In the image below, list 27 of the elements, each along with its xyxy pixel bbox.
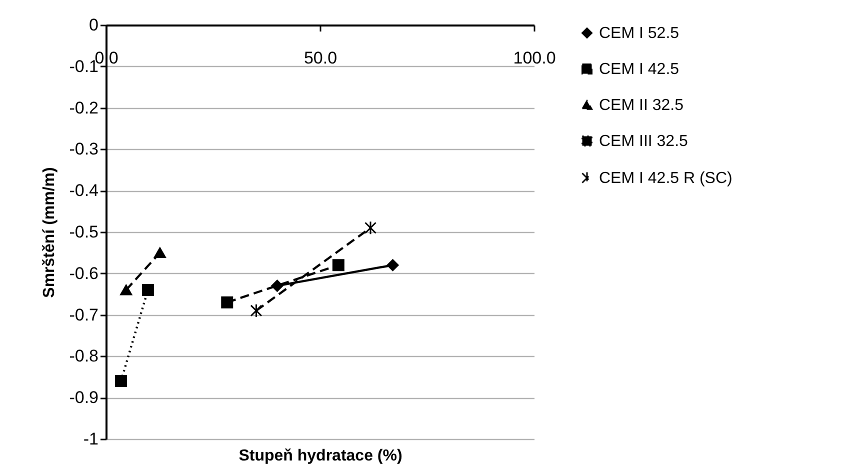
point [250, 304, 262, 318]
y-tick-label: -0.8 [69, 346, 98, 366]
point [332, 259, 344, 272]
legend-label: CEM I 42.5 R (SC) [599, 170, 732, 187]
x-tick-label: 100.0 [513, 48, 556, 68]
y-tick-label: -0.2 [69, 98, 98, 118]
y-tick-label: -0.9 [69, 388, 98, 408]
y-tick-label: -1 [83, 430, 98, 448]
y-tick-label: -0.4 [69, 181, 98, 200]
point [114, 375, 127, 388]
point [271, 280, 284, 292]
y-tick-label: -0.3 [69, 140, 98, 159]
y-tick-label: -0.6 [69, 264, 98, 283]
point [221, 296, 234, 308]
point [364, 220, 376, 235]
y-axis-title: Smrštění (mm/m) [41, 167, 58, 298]
x-tick-label: 50.0 [304, 48, 338, 68]
legend-label: CEM I 42.5 [599, 61, 680, 78]
y-tick-label: -0.5 [69, 222, 98, 242]
point [386, 259, 399, 272]
y-tick-label: 0 [89, 16, 98, 34]
legend-label: CEM II 32.5 [599, 97, 684, 114]
y-tick-label: -0.7 [69, 305, 98, 324]
x-axis-title: Stupeň hydratace (%) [238, 448, 402, 464]
point [142, 284, 154, 296]
legend-label: CEM III 32.5 [599, 133, 688, 150]
legend-label: CEM I 52.5 [599, 25, 680, 42]
